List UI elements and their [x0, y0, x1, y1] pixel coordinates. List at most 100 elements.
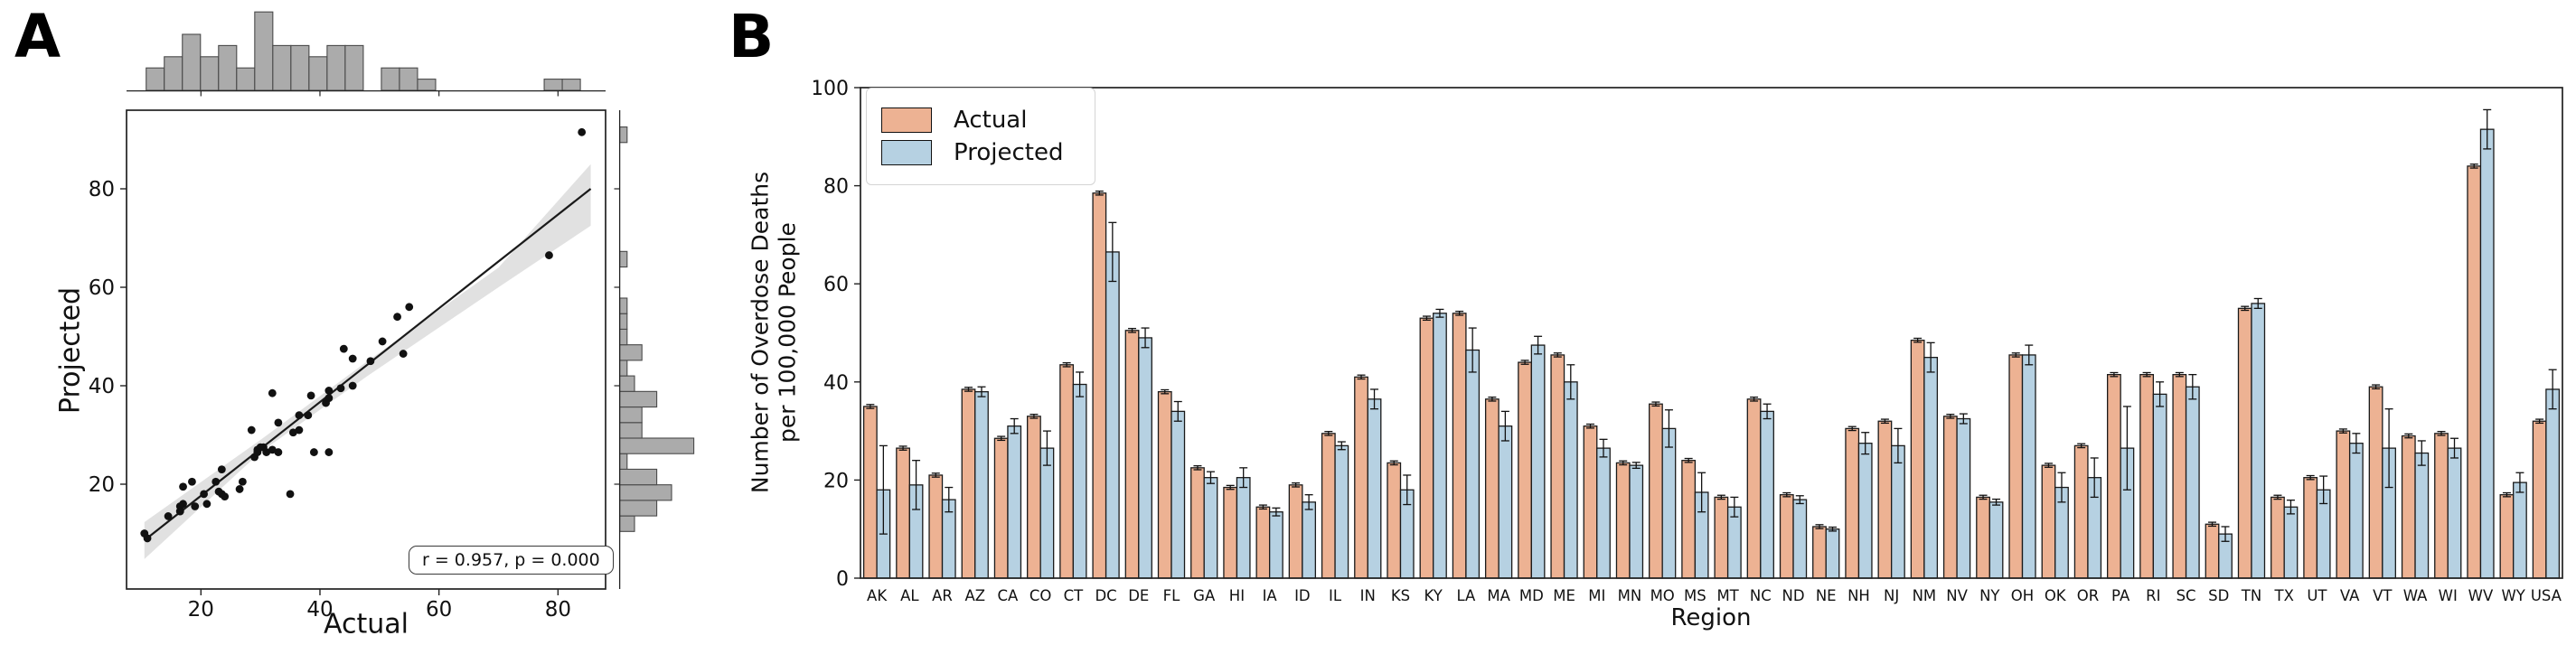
region-tick-label: NE	[1816, 587, 1837, 604]
actual-bar	[1387, 462, 1402, 579]
projected-bar	[974, 391, 989, 579]
y-tick-label: 20	[823, 470, 849, 492]
actual-bar	[896, 447, 910, 579]
projected-bar	[2283, 506, 2299, 579]
x-tick-label: 20	[188, 598, 214, 622]
region-tick-label: CO	[1029, 587, 1052, 604]
y-tick-label: 80	[823, 176, 849, 199]
actual-bar	[2205, 523, 2220, 579]
region-tick-label: WV	[2468, 587, 2494, 604]
actual-bar	[1092, 192, 1107, 579]
projected-bar	[1433, 313, 1447, 579]
projected-bar	[1760, 410, 1774, 579]
projected-bar	[2414, 452, 2430, 579]
actual-bar	[1157, 391, 1172, 579]
y-tick-label: 60	[89, 276, 115, 300]
region-tick-label: MI	[1588, 587, 1605, 604]
scatter-point	[378, 337, 387, 346]
actual-bar	[2532, 420, 2547, 579]
legend-label-actual: Actual	[954, 107, 1028, 134]
right-hist-bar	[619, 390, 658, 408]
region-tick-label: MO	[1650, 587, 1675, 604]
actual-bar	[1518, 361, 1532, 579]
region-tick-label: TN	[2241, 587, 2261, 604]
actual-bar	[1223, 486, 1238, 579]
region-tick-label: CA	[998, 587, 1020, 604]
actual-bar	[1910, 339, 1925, 579]
right-hist-bar	[619, 468, 658, 486]
projected-bar	[2251, 303, 2266, 579]
projected-bar	[1563, 381, 1578, 579]
projected-bar	[1334, 444, 1349, 579]
region-tick-label: NY	[1979, 587, 2000, 604]
top-hist-bar	[146, 67, 165, 91]
x-tick-label: 60	[426, 598, 452, 622]
projected-bar	[2479, 128, 2495, 579]
scatter-point	[268, 445, 277, 454]
scatter-point	[212, 477, 221, 486]
scatter-point	[217, 465, 226, 474]
top-hist-bar	[200, 56, 220, 91]
projected-bar	[1170, 410, 1186, 579]
region-tick-label: MA	[1487, 587, 1510, 604]
actual-bar	[2041, 464, 2056, 579]
actual-bar	[1681, 460, 1697, 579]
right-hist-bar	[619, 297, 628, 314]
scatter-point	[286, 490, 295, 499]
actual-bar	[1877, 420, 1893, 579]
y-tick-label: 0	[836, 568, 849, 591]
scatter-point	[238, 477, 247, 486]
y-tick-label: 20	[89, 473, 115, 497]
right-hist-bar	[619, 126, 628, 144]
x-tick-label: 80	[545, 598, 571, 622]
region-tick-label: IA	[1263, 587, 1278, 604]
actual-bar	[961, 388, 976, 579]
legend-item-projected: Projected	[881, 139, 1095, 166]
region-tick-label: GA	[1193, 587, 1216, 604]
projected-bar	[1825, 528, 1840, 579]
top-hist-bar	[164, 56, 183, 91]
region-tick-label: SD	[2208, 587, 2229, 604]
right-hist-bar	[619, 375, 635, 392]
legend-item-actual: Actual	[881, 107, 1095, 134]
actual-bar	[2336, 430, 2351, 579]
legend-swatch-actual	[881, 108, 932, 133]
scatter-point	[221, 492, 230, 501]
region-tick-label: USA	[2531, 587, 2562, 604]
scatter-point	[268, 388, 277, 397]
projected-bar	[2152, 393, 2167, 579]
scatter-point	[188, 477, 196, 486]
actual-bar	[1354, 376, 1368, 579]
top-hist-bar	[182, 33, 202, 91]
region-tick-label: VT	[2373, 587, 2393, 604]
actual-bar	[1942, 416, 1958, 579]
region-tick-label: KS	[1391, 587, 1410, 604]
projected-bar	[1138, 337, 1152, 579]
scatter-point	[324, 387, 334, 395]
actual-bar	[2106, 374, 2121, 579]
region-tick-label: ID	[1294, 587, 1311, 604]
projected-bar	[2545, 388, 2561, 579]
actual-bar	[862, 406, 878, 579]
projected-bar	[2447, 447, 2462, 579]
right-hist-bar	[619, 422, 643, 439]
projected-bar	[1072, 383, 1087, 579]
region-tick-label: IL	[1329, 587, 1342, 604]
region-tick-label: NV	[1946, 587, 1968, 604]
right-hist-bar	[619, 515, 635, 532]
region-tick-label: WA	[2403, 587, 2428, 604]
actual-bar	[993, 437, 1009, 579]
actual-bar	[1714, 496, 1729, 579]
region-tick-label: WY	[2501, 587, 2525, 604]
scatter-point	[578, 127, 587, 136]
scatter-point	[339, 344, 348, 353]
region-tick-label: AL	[900, 587, 919, 604]
right-hist-bar	[619, 484, 672, 501]
region-tick-label: ME	[1553, 587, 1575, 604]
scatter-point	[366, 357, 375, 366]
scatter-point	[295, 411, 304, 420]
panel-a-x-axis-label: Actual	[324, 608, 409, 640]
actual-bar	[2172, 374, 2187, 579]
right-hist-bar	[619, 250, 628, 268]
actual-bar	[1059, 364, 1075, 579]
